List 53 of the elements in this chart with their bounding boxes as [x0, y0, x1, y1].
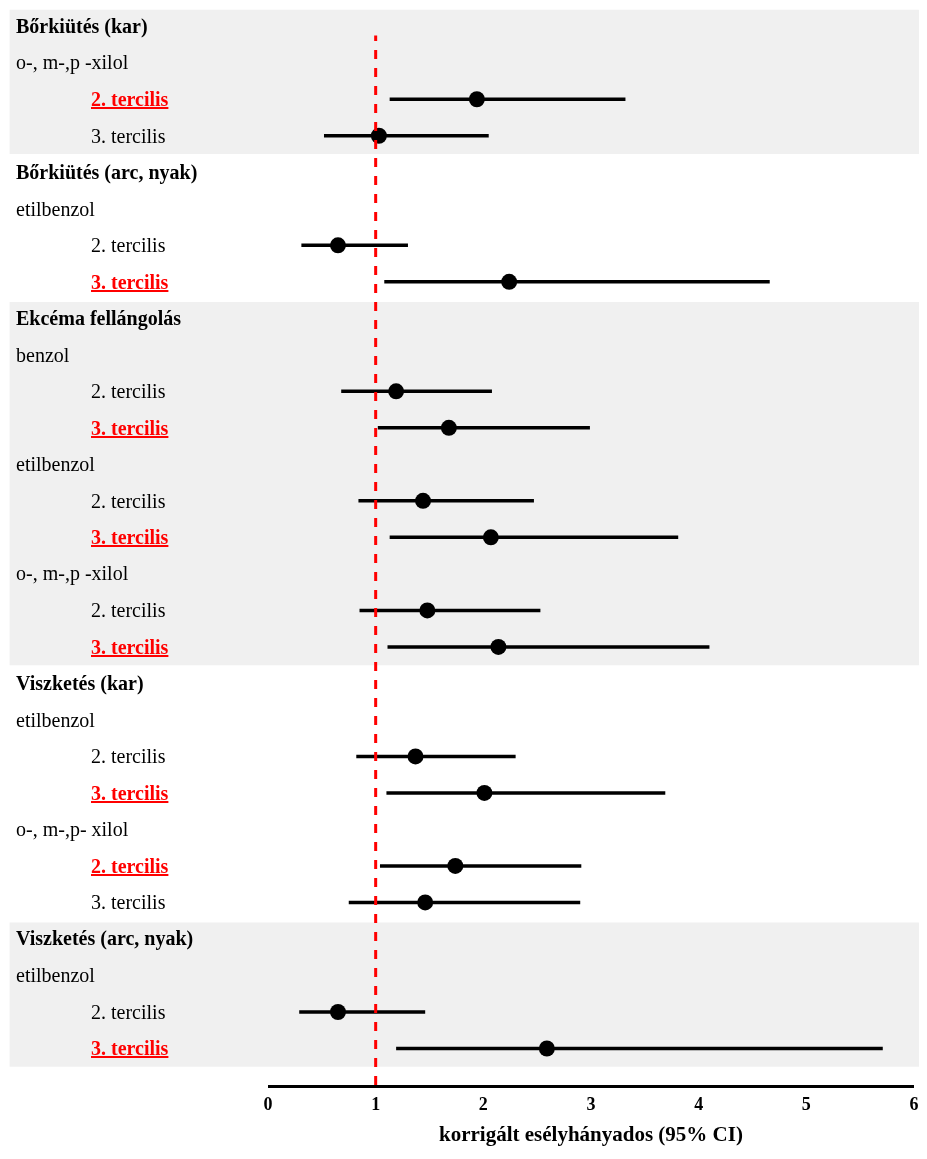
text: Bőrkiütés (arc, nyak) [16, 161, 198, 184]
y-tick-label: 2. tercilis [91, 88, 169, 110]
x-tick-label: 6 [909, 1093, 919, 1114]
y-tick-label: 3. tercilis [91, 636, 169, 658]
y-tick-label: 2. tercilis [91, 490, 166, 512]
point [388, 383, 405, 400]
x-tick-label: 2 [478, 1093, 488, 1114]
y-tick-label: 3. tercilis [91, 526, 169, 548]
point [440, 419, 457, 436]
y-tick-label: 2. tercilis [91, 855, 169, 877]
x-tick-label: 1 [371, 1093, 381, 1114]
y-tick-label: 3. tercilis [91, 271, 169, 293]
text: Viszketés (arc, nyak) [16, 927, 194, 950]
text: o-, m-,p -xilol [16, 562, 129, 585]
y-tick-label: 3. tercilis [91, 417, 169, 439]
point [417, 894, 434, 911]
text: Bőrkiütés (kar) [16, 15, 148, 38]
y-tick-label: 2. tercilis [91, 380, 166, 402]
y-tick-label: 2. tercilis [91, 1001, 166, 1023]
point [490, 638, 507, 655]
point [476, 784, 493, 801]
y-tick-label: 3. tercilis [91, 1037, 169, 1059]
text: etilbenzol [16, 453, 96, 475]
point [419, 602, 436, 619]
text: o-, m-,p- xilol [16, 818, 129, 841]
point [447, 857, 464, 874]
point [538, 1040, 555, 1057]
x-tick-label: 3 [586, 1093, 596, 1114]
point [501, 273, 518, 290]
point [329, 237, 346, 254]
point [370, 127, 387, 144]
x-tick-label: 4 [694, 1093, 704, 1114]
point [407, 748, 424, 765]
text: o-, m-,p -xilol [16, 51, 129, 74]
text: etilbenzol [16, 709, 96, 731]
point [329, 1003, 346, 1020]
point [415, 492, 432, 509]
y-tick-label: 2. tercilis [91, 599, 166, 621]
x-tick-label: 0 [263, 1093, 273, 1114]
text: Viszketés (kar) [16, 672, 144, 695]
point [482, 529, 499, 546]
y-tick-label: 3. tercilis [91, 891, 166, 913]
y-tick-label: 2. tercilis [91, 745, 166, 767]
text: etilbenzol [16, 198, 96, 220]
y-tick-label: 3. tercilis [91, 125, 166, 147]
x-tick-label: 5 [801, 1093, 811, 1114]
x-axis-title: korrigált esélyhányados (95% CI) [439, 1121, 743, 1146]
text: benzol [16, 344, 70, 366]
text: etilbenzol [16, 964, 96, 986]
point [468, 91, 485, 108]
text: Ekcéma fellángolás [16, 307, 182, 330]
y-tick-label: 2. tercilis [91, 234, 166, 256]
y-tick-label: 3. tercilis [91, 782, 169, 804]
